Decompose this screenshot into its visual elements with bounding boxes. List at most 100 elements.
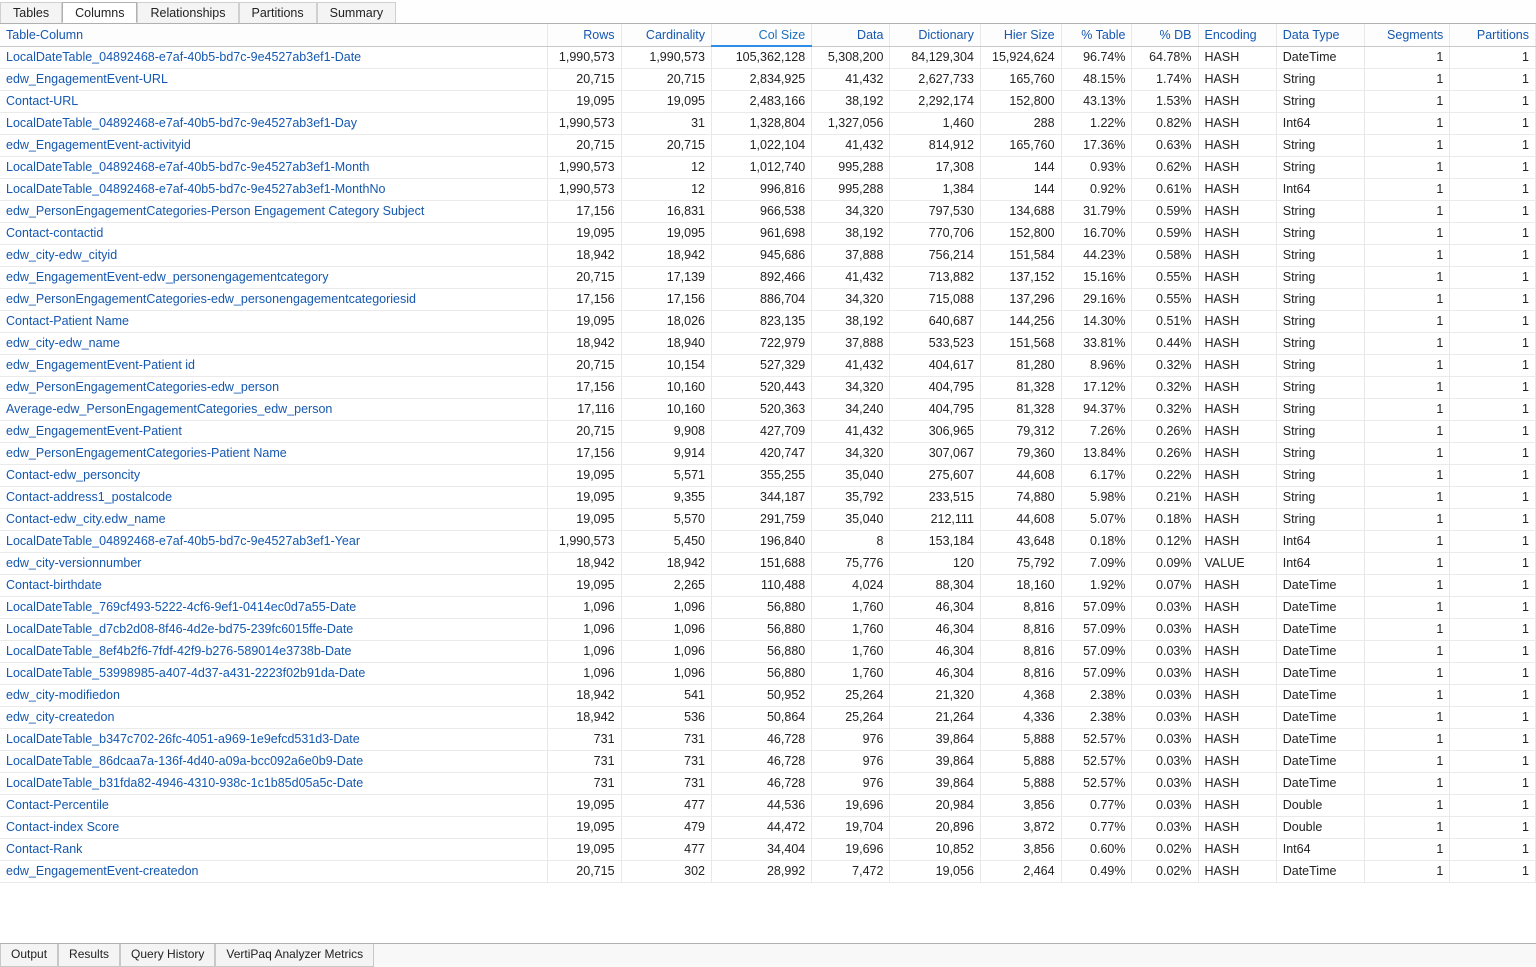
row-link[interactable]: LocalDateTable_769cf493-5222-4cf6-9ef1-0… xyxy=(6,600,356,614)
col-encoding[interactable]: Encoding xyxy=(1198,24,1276,46)
row-link[interactable]: edw_EngagementEvent-Patient id xyxy=(6,358,195,372)
table-row[interactable]: edw_PersonEngagementCategories-Person En… xyxy=(0,200,1536,222)
col-data[interactable]: Data xyxy=(812,24,890,46)
btab-query-history[interactable]: Query History xyxy=(120,944,215,967)
row-link[interactable]: edw_city-modifiedon xyxy=(6,688,120,702)
tab-partitions[interactable]: Partitions xyxy=(239,2,317,23)
table-row[interactable]: edw_EngagementEvent-activityid20,71520,7… xyxy=(0,134,1536,156)
table-row[interactable]: LocalDateTable_8ef4b2f6-7fdf-42f9-b276-5… xyxy=(0,640,1536,662)
row-link[interactable]: edw_city-createdon xyxy=(6,710,114,724)
table-row[interactable]: edw_city-createdon18,94253650,86425,2642… xyxy=(0,706,1536,728)
row-link[interactable]: LocalDateTable_b347c702-26fc-4051-a969-1… xyxy=(6,732,360,746)
table-row[interactable]: edw_city-edw_name18,94218,940722,97937,8… xyxy=(0,332,1536,354)
col-hiersize[interactable]: Hier Size xyxy=(980,24,1061,46)
row-link[interactable]: Contact-edw_city.edw_name xyxy=(6,512,166,526)
col-rows[interactable]: Rows xyxy=(548,24,621,46)
table-row[interactable]: LocalDateTable_769cf493-5222-4cf6-9ef1-0… xyxy=(0,596,1536,618)
row-link[interactable]: Contact-Rank xyxy=(6,842,82,856)
col-pct-table[interactable]: % Table xyxy=(1061,24,1132,46)
table-row[interactable]: edw_EngagementEvent-Patient id20,71510,1… xyxy=(0,354,1536,376)
table-row[interactable]: Contact-Patient Name19,09518,026823,1353… xyxy=(0,310,1536,332)
table-row[interactable]: LocalDateTable_86dcaa7a-136f-4d40-a09a-b… xyxy=(0,750,1536,772)
table-row[interactable]: Contact-Rank19,09547734,40419,69610,8523… xyxy=(0,838,1536,860)
row-link[interactable]: LocalDateTable_b31fda82-4946-4310-938c-1… xyxy=(6,776,363,790)
row-link[interactable]: LocalDateTable_04892468-e7af-40b5-bd7c-9… xyxy=(6,534,360,548)
table-row[interactable]: edw_EngagementEvent-URL20,71520,7152,834… xyxy=(0,68,1536,90)
row-link[interactable]: LocalDateTable_04892468-e7af-40b5-bd7c-9… xyxy=(6,116,357,130)
table-row[interactable]: LocalDateTable_b347c702-26fc-4051-a969-1… xyxy=(0,728,1536,750)
col-dictionary[interactable]: Dictionary xyxy=(890,24,980,46)
btab-results[interactable]: Results xyxy=(58,944,120,967)
table-row[interactable]: LocalDateTable_04892468-e7af-40b5-bd7c-9… xyxy=(0,178,1536,200)
btab-vertipaq-metrics[interactable]: VertiPaq Analyzer Metrics xyxy=(215,944,374,967)
row-link[interactable]: edw_EngagementEvent-createdon xyxy=(6,864,199,878)
row-link[interactable]: edw_EngagementEvent-Patient xyxy=(6,424,182,438)
tab-relationships[interactable]: Relationships xyxy=(137,2,238,23)
row-link[interactable]: LocalDateTable_86dcaa7a-136f-4d40-a09a-b… xyxy=(6,754,363,768)
row-link[interactable]: edw_city-edw_name xyxy=(6,336,120,350)
row-link[interactable]: edw_city-edw_cityid xyxy=(6,248,117,262)
col-cardinality[interactable]: Cardinality xyxy=(621,24,711,46)
table-row[interactable]: edw_EngagementEvent-createdon20,71530228… xyxy=(0,860,1536,882)
row-link[interactable]: Contact-edw_personcity xyxy=(6,468,140,482)
row-link[interactable]: LocalDateTable_53998985-a407-4d37-a431-2… xyxy=(6,666,365,680)
table-row[interactable]: edw_city-edw_cityid18,94218,942945,68637… xyxy=(0,244,1536,266)
row-link[interactable]: edw_city-versionnumber xyxy=(6,556,141,570)
col-segments[interactable]: Segments xyxy=(1364,24,1450,46)
table-row[interactable]: Contact-Percentile19,09547744,53619,6962… xyxy=(0,794,1536,816)
table-row[interactable]: Contact-contactid19,09519,095961,69838,1… xyxy=(0,222,1536,244)
grid-scroll[interactable]: Table-Column Rows Cardinality Col Size D… xyxy=(0,24,1536,943)
row-link[interactable]: LocalDateTable_04892468-e7af-40b5-bd7c-9… xyxy=(6,160,369,174)
row-link[interactable]: Contact-index Score xyxy=(6,820,119,834)
tab-summary[interactable]: Summary xyxy=(317,2,396,23)
row-link[interactable]: edw_PersonEngagementCategories-Patient N… xyxy=(6,446,287,460)
row-link[interactable]: Contact-Patient Name xyxy=(6,314,129,328)
row-link[interactable]: LocalDateTable_04892468-e7af-40b5-bd7c-9… xyxy=(6,50,361,64)
table-row[interactable]: LocalDateTable_04892468-e7af-40b5-bd7c-9… xyxy=(0,530,1536,552)
row-link[interactable]: Contact-URL xyxy=(6,94,78,108)
row-link[interactable]: edw_PersonEngagementCategories-Person En… xyxy=(6,204,424,218)
table-row[interactable]: LocalDateTable_04892468-e7af-40b5-bd7c-9… xyxy=(0,112,1536,134)
table-row[interactable]: LocalDateTable_d7cb2d08-8f46-4d2e-bd75-2… xyxy=(0,618,1536,640)
table-row[interactable]: edw_PersonEngagementCategories-edw_perso… xyxy=(0,288,1536,310)
table-row[interactable]: Contact-index Score19,09547944,47219,704… xyxy=(0,816,1536,838)
row-link[interactable]: edw_EngagementEvent-activityid xyxy=(6,138,191,152)
header-link[interactable]: Table-Column xyxy=(6,28,83,42)
table-row[interactable]: LocalDateTable_04892468-e7af-40b5-bd7c-9… xyxy=(0,46,1536,68)
table-row[interactable]: LocalDateTable_b31fda82-4946-4310-938c-1… xyxy=(0,772,1536,794)
table-row[interactable]: Contact-edw_city.edw_name19,0955,570291,… xyxy=(0,508,1536,530)
row-link[interactable]: Contact-birthdate xyxy=(6,578,102,592)
row-link[interactable]: Average-edw_PersonEngagementCategories_e… xyxy=(6,402,332,416)
row-link[interactable]: edw_EngagementEvent-URL xyxy=(6,72,168,86)
table-row[interactable]: Average-edw_PersonEngagementCategories_e… xyxy=(0,398,1536,420)
row-link[interactable]: Contact-Percentile xyxy=(6,798,109,812)
table-row[interactable]: edw_EngagementEvent-edw_personengagement… xyxy=(0,266,1536,288)
table-row[interactable]: edw_EngagementEvent-Patient20,7159,90842… xyxy=(0,420,1536,442)
table-row[interactable]: Contact-address1_postalcode19,0959,35534… xyxy=(0,486,1536,508)
table-row[interactable]: edw_PersonEngagementCategories-Patient N… xyxy=(0,442,1536,464)
col-colsize[interactable]: Col Size xyxy=(711,24,811,46)
table-row[interactable]: Contact-birthdate19,0952,265110,4884,024… xyxy=(0,574,1536,596)
tab-tables[interactable]: Tables xyxy=(0,2,62,23)
table-row[interactable]: Contact-URL19,09519,0952,483,16638,1922,… xyxy=(0,90,1536,112)
table-row[interactable]: Contact-edw_personcity19,0955,571355,255… xyxy=(0,464,1536,486)
table-row[interactable]: edw_PersonEngagementCategories-edw_perso… xyxy=(0,376,1536,398)
table-row[interactable]: LocalDateTable_53998985-a407-4d37-a431-2… xyxy=(0,662,1536,684)
row-link[interactable]: LocalDateTable_d7cb2d08-8f46-4d2e-bd75-2… xyxy=(6,622,353,636)
col-table-column[interactable]: Table-Column xyxy=(0,24,548,46)
col-datatype[interactable]: Data Type xyxy=(1276,24,1364,46)
row-link[interactable]: Contact-address1_postalcode xyxy=(6,490,172,504)
col-pct-db[interactable]: % DB xyxy=(1132,24,1198,46)
tab-columns[interactable]: Columns xyxy=(62,2,137,23)
col-partitions[interactable]: Partitions xyxy=(1450,24,1536,46)
table-row[interactable]: LocalDateTable_04892468-e7af-40b5-bd7c-9… xyxy=(0,156,1536,178)
row-link[interactable]: edw_PersonEngagementCategories-edw_perso… xyxy=(6,380,279,394)
row-link[interactable]: edw_EngagementEvent-edw_personengagement… xyxy=(6,270,328,284)
table-row[interactable]: edw_city-modifiedon18,94254150,95225,264… xyxy=(0,684,1536,706)
row-link[interactable]: Contact-contactid xyxy=(6,226,103,240)
row-link[interactable]: LocalDateTable_04892468-e7af-40b5-bd7c-9… xyxy=(6,182,385,196)
row-link[interactable]: LocalDateTable_8ef4b2f6-7fdf-42f9-b276-5… xyxy=(6,644,351,658)
btab-output[interactable]: Output xyxy=(0,944,58,967)
row-link[interactable]: edw_PersonEngagementCategories-edw_perso… xyxy=(6,292,416,306)
table-row[interactable]: edw_city-versionnumber18,94218,942151,68… xyxy=(0,552,1536,574)
